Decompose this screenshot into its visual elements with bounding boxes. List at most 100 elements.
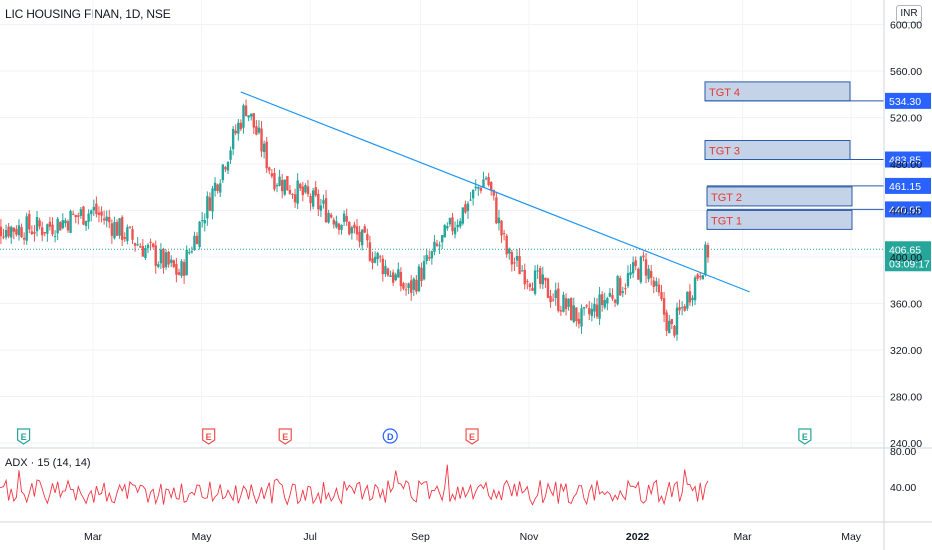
candle-body: [110, 223, 114, 236]
candle-body: [345, 216, 348, 222]
candle-body: [7, 226, 10, 237]
candle-body: [324, 198, 328, 223]
event-marker-earnings-good: E: [16, 428, 31, 445]
candle-body: [389, 275, 392, 277]
candle-body: [234, 130, 237, 134]
candle-body: [265, 141, 268, 169]
candle-body: [360, 229, 364, 246]
candle-body: [410, 280, 413, 293]
candle-body: [350, 227, 354, 234]
candle-body: [154, 245, 157, 266]
candle-body: [637, 268, 640, 280]
event-letter: E: [21, 432, 27, 442]
candle-body: [391, 272, 395, 283]
candle-body: [188, 252, 191, 254]
candle-body: [397, 269, 400, 278]
target-label: TGT 3: [709, 146, 740, 158]
candle-body: [379, 256, 382, 258]
candle-body: [394, 274, 397, 281]
candle-body: [330, 214, 333, 218]
candle-body: [252, 113, 255, 128]
time-tick-label: Nov: [520, 531, 539, 543]
event-letter: E: [282, 432, 288, 442]
candle-body: [603, 300, 606, 308]
candle-body: [582, 307, 586, 309]
candle-body: [28, 213, 31, 230]
candle-body: [84, 220, 88, 227]
event-badge: [202, 428, 216, 445]
candle-body: [616, 275, 619, 305]
candle-body: [190, 251, 194, 253]
candle-body: [660, 292, 663, 300]
candle-body: [619, 278, 622, 296]
candle-body: [505, 235, 508, 255]
candle-body: [141, 245, 145, 257]
candle-body: [415, 279, 418, 292]
candle-body: [247, 115, 250, 118]
candle-body: [262, 143, 266, 153]
target-3: TGT 2 461.15: [706, 177, 931, 207]
candle-body: [649, 270, 653, 278]
adx-indicator-label[interactable]: ADX · 15 (14, 14): [5, 457, 91, 469]
candle-body: [358, 231, 361, 242]
candle-body: [353, 224, 356, 229]
candle-body: [515, 256, 519, 261]
candle-body: [22, 237, 26, 240]
candle-body: [64, 220, 67, 224]
candle-body: [373, 256, 377, 263]
candle-body: [680, 307, 684, 309]
candle-body: [195, 235, 199, 245]
candle-body: [203, 220, 206, 224]
candle-body: [443, 225, 446, 238]
candle-body: [123, 237, 126, 239]
candle-body: [502, 233, 506, 235]
candle-body: [105, 216, 108, 221]
candle-body: [237, 122, 240, 134]
candle-body: [136, 244, 139, 246]
candle-body: [575, 307, 578, 321]
price-tick-label: 400.00: [890, 252, 922, 264]
candle-body: [335, 221, 338, 228]
candle-body: [531, 288, 534, 291]
adx-line: [0, 464, 709, 506]
candle-body: [182, 262, 186, 276]
candle-body: [164, 252, 168, 268]
candle-body: [59, 221, 62, 231]
event-marker-earnings-bad: E: [202, 428, 216, 445]
candle-body: [82, 206, 85, 225]
candle-body: [211, 188, 214, 212]
candle-body: [539, 268, 542, 284]
candle-body: [177, 272, 181, 275]
currency-badge[interactable]: INR: [896, 5, 922, 23]
time-tick-label: May: [841, 531, 862, 543]
event-badge: [382, 428, 398, 444]
candle-body: [655, 281, 658, 287]
candle-body: [696, 274, 699, 279]
candle-body: [97, 212, 101, 215]
candle-body: [469, 199, 472, 201]
candle-body: [528, 283, 532, 287]
candle-body: [544, 277, 547, 281]
symbol-title[interactable]: LIC HOUSING FINAN, 1D, NSE: [5, 7, 171, 21]
event-letter: E: [206, 432, 212, 442]
candle-body: [662, 298, 666, 315]
candle-body: [580, 308, 583, 327]
candle-body: [448, 218, 452, 225]
candle-body: [51, 224, 54, 235]
trendline: [240, 91, 750, 293]
candle-body: [652, 280, 655, 287]
candle-body: [629, 272, 632, 276]
candle-body: [466, 203, 470, 211]
candle-body: [309, 195, 312, 204]
candle-body: [206, 196, 209, 219]
events-row: EEEDEEE: [16, 428, 812, 445]
candle-body: [626, 273, 630, 287]
candle-body: [280, 180, 284, 192]
candle-body: [317, 193, 320, 210]
candle-body: [386, 268, 390, 276]
candle-body: [244, 105, 248, 117]
candle-body: [175, 263, 178, 275]
candle-body: [546, 278, 550, 298]
candle-body: [438, 245, 441, 247]
